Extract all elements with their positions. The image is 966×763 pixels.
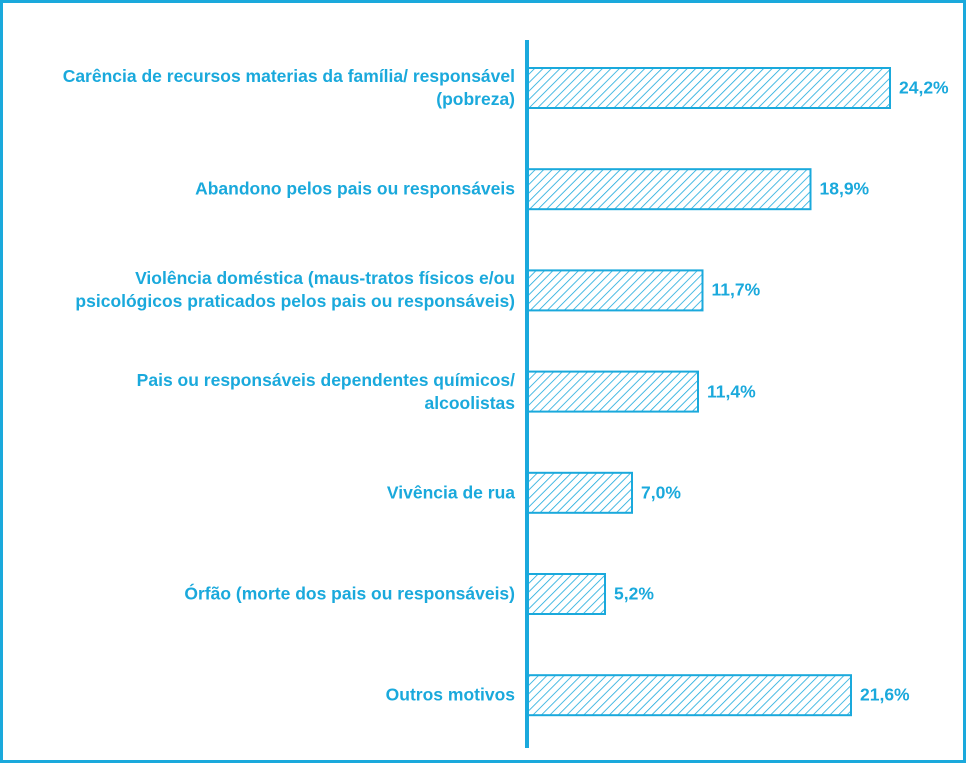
category-label: Abandono pelos pais ou responsáveis xyxy=(195,178,515,199)
bar xyxy=(526,370,699,413)
value-label: 21,6% xyxy=(860,684,910,705)
bar xyxy=(526,168,812,211)
category-label: Vivência de rua xyxy=(386,482,515,503)
value-label: 11,4% xyxy=(707,381,756,402)
value-label: 5,2% xyxy=(614,583,654,604)
value-label: 11,7% xyxy=(711,279,761,300)
category-label: Carência de recursos materias da família… xyxy=(62,66,515,109)
value-label: 7,0% xyxy=(641,482,681,503)
bar xyxy=(526,269,704,312)
bar xyxy=(526,674,852,717)
category-label: Outros motivos xyxy=(385,684,515,705)
category-label: Pais ou responsáveis dependentes químico… xyxy=(136,369,515,413)
value-label: 24,2% xyxy=(899,77,949,98)
category-label: Órfão (morte dos pais ou responsáveis) xyxy=(184,583,515,604)
bar xyxy=(526,471,633,514)
bar xyxy=(526,573,606,615)
category-label: Violência doméstica (maus-tratos físicos… xyxy=(75,268,515,312)
value-label: 18,9% xyxy=(819,178,870,199)
bar xyxy=(526,67,891,109)
